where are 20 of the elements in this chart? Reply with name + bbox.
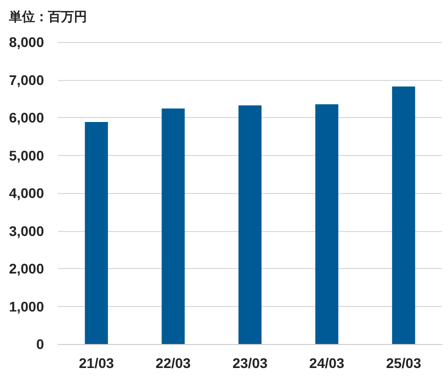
bar	[315, 104, 338, 344]
x-tick-label: 22/03	[156, 355, 191, 371]
x-tick-label: 21/03	[78, 355, 114, 371]
y-tick-label: 3,000	[8, 222, 44, 239]
x-tick-label: 24/03	[309, 355, 345, 371]
y-tick-label: 1,000	[8, 298, 44, 314]
x-tick-label: 23/03	[232, 355, 268, 371]
x-tick-label: 25/03	[386, 355, 422, 371]
y-tick-label: 2,000	[8, 260, 44, 276]
bar	[162, 108, 185, 344]
y-tick-label: 0	[36, 336, 44, 352]
y-tick-label: 7,000	[8, 72, 44, 88]
y-tick-label: 4,000	[8, 185, 44, 201]
bar	[84, 122, 108, 344]
y-tick-label: 8,000	[8, 34, 44, 50]
bar	[238, 105, 262, 344]
y-tick-label: 5,000	[8, 147, 44, 164]
y-tick-label: 6,000	[8, 110, 44, 126]
chart-title: 単位：百万円	[8, 10, 87, 25]
bar	[392, 86, 416, 344]
